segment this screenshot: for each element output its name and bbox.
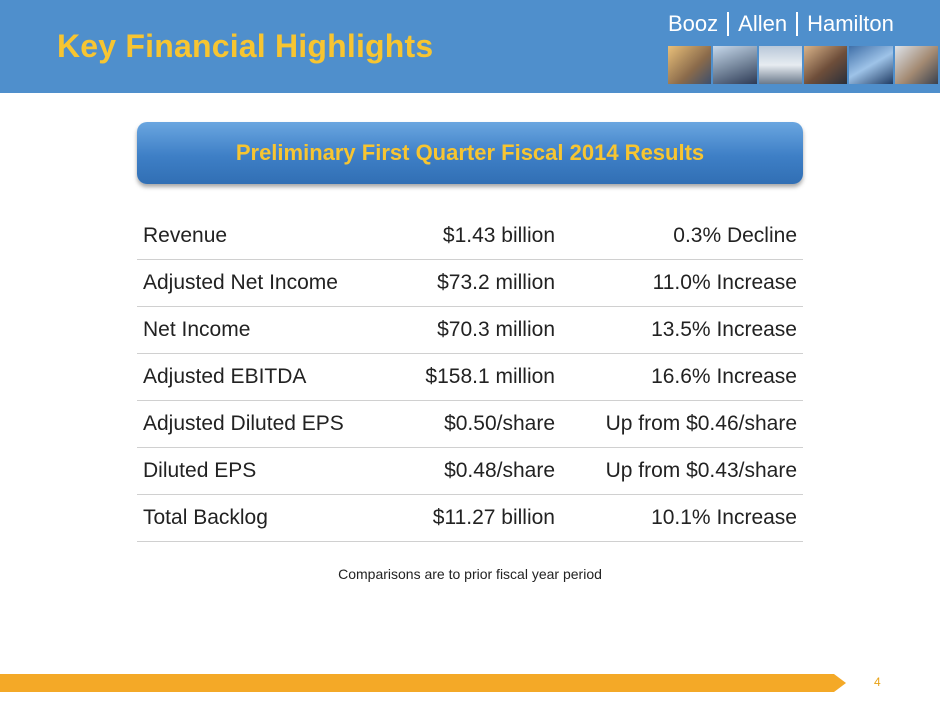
table-row: Adjusted EBITDA $158.1 million 16.6% Incre…	[137, 353, 803, 401]
photo-strip	[668, 46, 938, 84]
value-cell: $1.43 billion	[379, 213, 561, 260]
table-row: Total Backlog $11.27 billion 10.1% Increas…	[137, 494, 803, 542]
photo-image	[713, 46, 757, 84]
value-cell: $0.48/share	[379, 447, 561, 495]
metric-cell: Adjusted Net Income	[137, 259, 379, 307]
change-cell: 11.0% Increase	[561, 259, 803, 307]
financial-results-table: Revenue $1.43 billion 0.3% Decline Adjusted…	[137, 213, 803, 542]
value-cell: $158.1 million	[379, 353, 561, 401]
table-body: Revenue $1.43 billion 0.3% Decline Adjusted…	[137, 213, 803, 542]
metric-cell: Adjusted EBITDA	[137, 353, 379, 401]
value-cell: $0.50/share	[379, 400, 561, 448]
comparison-footnote: Comparisons are to prior fiscal year per…	[338, 566, 602, 582]
value-cell: $73.2 million	[379, 259, 561, 307]
photo-image	[668, 46, 712, 84]
metric-cell: Diluted EPS	[137, 447, 379, 495]
brand-separator	[727, 12, 730, 36]
results-banner: Preliminary First Quarter Fiscal 2014 Re…	[137, 122, 803, 184]
photo-image	[758, 46, 802, 84]
page-number: 4	[874, 675, 881, 689]
table-row: Diluted EPS $0.48/share Up from $0.43/shar…	[137, 447, 803, 495]
table-row: Adjusted Diluted EPS $0.50/share Up from $…	[137, 400, 803, 448]
metric-cell: Revenue	[137, 213, 379, 260]
brand-logo: Booz Allen Hamilton	[668, 11, 894, 37]
photo-image	[894, 46, 938, 84]
photo-image	[849, 46, 893, 84]
change-cell: Up from $0.43/share	[561, 447, 803, 495]
page-title: Key Financial Highlights	[57, 28, 434, 64]
change-cell: 10.1% Increase	[561, 494, 803, 542]
footer-arrow-bar	[0, 674, 846, 692]
value-cell: $11.27 billion	[379, 494, 561, 542]
brand-separator	[796, 12, 799, 36]
change-cell: Up from $0.46/share	[561, 400, 803, 448]
brand-name-part-3: Hamilton	[807, 11, 894, 36]
metric-cell: Total Backlog	[137, 494, 379, 542]
change-cell: 13.5% Increase	[561, 306, 803, 354]
table-row: Net Income $70.3 million 13.5% Increase	[137, 306, 803, 354]
value-cell: $70.3 million	[379, 306, 561, 354]
table-row: Adjusted Net Income $73.2 million 11.0% In…	[137, 259, 803, 307]
change-cell: 16.6% Increase	[561, 353, 803, 401]
brand-name-part-1: Booz	[668, 11, 719, 36]
metric-cell: Net Income	[137, 306, 379, 354]
metric-cell: Adjusted Diluted EPS	[137, 400, 379, 448]
photo-image	[803, 46, 848, 84]
brand-name-part-2: Allen	[738, 11, 788, 36]
banner-text: Preliminary First Quarter Fiscal 2014 Re…	[235, 140, 705, 165]
header-bar: Key Financial Highlights Booz Allen Hamilt…	[0, 0, 940, 93]
change-cell: 0.3% Decline	[561, 213, 803, 260]
table-row: Revenue $1.43 billion 0.3% Decline	[137, 213, 803, 260]
